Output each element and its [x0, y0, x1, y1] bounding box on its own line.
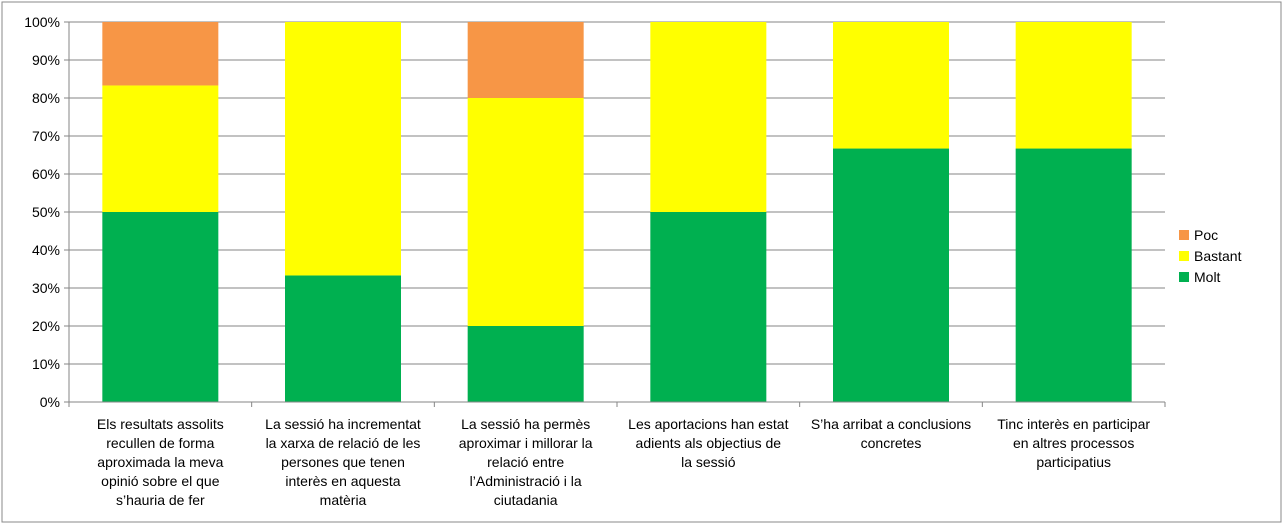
- x-tick-label: Les aportacions han estat adients als obj…: [628, 416, 788, 470]
- bar-segment-molt: [1015, 148, 1132, 402]
- bars: [102, 22, 1132, 402]
- y-tick-label: 10%: [32, 356, 60, 372]
- y-tick-label: 70%: [32, 128, 60, 144]
- legend-swatch-molt: [1179, 272, 1189, 282]
- legend-swatch-bastant: [1179, 251, 1189, 261]
- bar-segment-molt: [467, 326, 584, 402]
- y-tick-label: 100%: [24, 14, 60, 30]
- y-tick-label: 0%: [40, 394, 60, 410]
- axes: [64, 21, 1166, 407]
- bar-segment-poc: [102, 22, 219, 86]
- x-tick-label: La sessió ha permès aproximar i millorar …: [459, 416, 593, 508]
- x-tick-label: Tinc interès en participar en altres proc…: [997, 416, 1150, 470]
- x-tick-label: La sessió ha incrementat la xarxa de rela…: [265, 416, 421, 508]
- bar-segment-bastant: [467, 98, 584, 326]
- legend-label-bastant: Bastant: [1194, 248, 1242, 264]
- bar-segment-molt: [833, 148, 949, 402]
- x-tick-labels: Els resultats assolits recullen de forma a…: [97, 416, 1150, 508]
- bar-segment-bastant: [102, 85, 219, 212]
- y-tick-label: 50%: [32, 204, 60, 220]
- y-tick-labels: 0% 10% 20% 30% 40% 50% 60% 70% 80% 90% 100%: [24, 14, 60, 410]
- bar-segment-molt: [285, 275, 401, 402]
- bar-segment-poc: [467, 22, 584, 98]
- y-tick-label: 90%: [32, 52, 60, 68]
- y-tick-label: 20%: [32, 318, 60, 334]
- y-tick-label: 80%: [32, 90, 60, 106]
- legend-label-poc: Poc: [1194, 227, 1218, 243]
- y-tick-label: 30%: [32, 280, 60, 296]
- y-tick-label: 60%: [32, 166, 60, 182]
- x-tick-label: Els resultats assolits recullen de forma a…: [97, 416, 224, 508]
- bar-segment-molt: [650, 212, 767, 402]
- legend-swatch-poc: [1179, 230, 1189, 240]
- bar-segment-bastant: [1015, 22, 1132, 149]
- y-tick-label: 40%: [32, 242, 60, 258]
- x-tick-label: S’ha arribat a conclusions concretes: [811, 416, 971, 451]
- bar-segment-bastant: [833, 22, 949, 149]
- legend: Poc Bastant Molt: [1179, 227, 1242, 285]
- gridlines: [69, 21, 1165, 365]
- bar-segment-bastant: [285, 22, 401, 276]
- legend-label-molt: Molt: [1194, 269, 1221, 285]
- bar-segment-bastant: [650, 22, 767, 212]
- bar-segment-molt: [102, 212, 219, 402]
